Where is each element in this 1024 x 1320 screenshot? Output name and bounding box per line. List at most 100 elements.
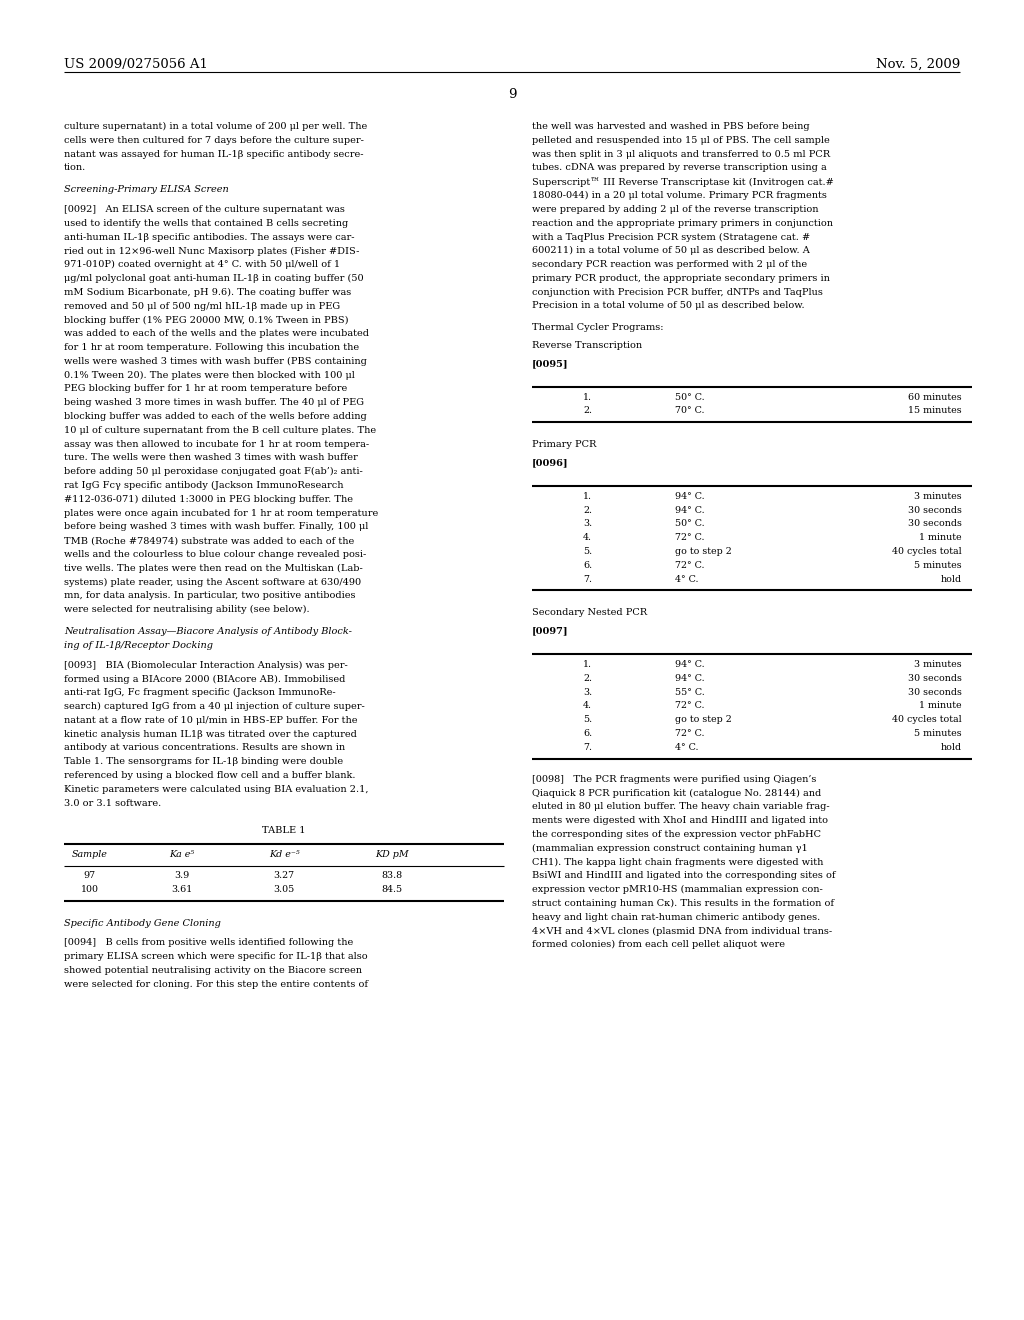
- Text: 6.: 6.: [584, 729, 592, 738]
- Text: 9: 9: [508, 88, 516, 102]
- Text: 3 minutes: 3 minutes: [914, 660, 963, 669]
- Text: tion.: tion.: [63, 164, 86, 173]
- Text: 3.: 3.: [584, 519, 592, 528]
- Text: [0094]   B cells from positive wells identified following the: [0094] B cells from positive wells ident…: [63, 939, 353, 948]
- Text: 4.: 4.: [584, 533, 592, 543]
- Text: 18080-044) in a 20 μl total volume. Primary PCR fragments: 18080-044) in a 20 μl total volume. Prim…: [532, 191, 826, 201]
- Text: 4.: 4.: [584, 701, 592, 710]
- Text: go to step 2: go to step 2: [676, 546, 732, 556]
- Text: assay was then allowed to incubate for 1 hr at room tempera-: assay was then allowed to incubate for 1…: [63, 440, 369, 449]
- Text: 5 minutes: 5 minutes: [914, 729, 963, 738]
- Text: #112-036-071) diluted 1:3000 in PEG blocking buffer. The: #112-036-071) diluted 1:3000 in PEG bloc…: [63, 495, 353, 504]
- Text: 3.05: 3.05: [273, 884, 295, 894]
- Text: before adding 50 μl peroxidase conjugated goat F(ab’)₂ anti-: before adding 50 μl peroxidase conjugate…: [63, 467, 362, 477]
- Text: reaction and the appropriate primary primers in conjunction: reaction and the appropriate primary pri…: [532, 219, 833, 227]
- Text: Kinetic parameters were calculated using BIA evaluation 2.1,: Kinetic parameters were calculated using…: [63, 785, 369, 793]
- Text: hold: hold: [941, 574, 963, 583]
- Text: 10 μl of culture supernatant from the B cell culture plates. The: 10 μl of culture supernatant from the B …: [63, 426, 376, 434]
- Text: 7.: 7.: [584, 574, 592, 583]
- Text: pelleted and resuspended into 15 μl of PBS. The cell sample: pelleted and resuspended into 15 μl of P…: [532, 136, 829, 145]
- Text: being washed 3 more times in wash buffer. The 40 μl of PEG: being washed 3 more times in wash buffer…: [63, 399, 364, 407]
- Text: blocking buffer was added to each of the wells before adding: blocking buffer was added to each of the…: [63, 412, 367, 421]
- Text: (mammalian expression construct containing human γ1: (mammalian expression construct containi…: [532, 843, 808, 853]
- Text: 3.61: 3.61: [171, 884, 193, 894]
- Text: Ka e⁵: Ka e⁵: [169, 850, 195, 859]
- Text: 83.8: 83.8: [381, 871, 402, 880]
- Text: 15 minutes: 15 minutes: [908, 407, 963, 416]
- Text: 3.0 or 3.1 software.: 3.0 or 3.1 software.: [63, 799, 161, 808]
- Text: Qiaquick 8 PCR purification kit (catalogue No. 28144) and: Qiaquick 8 PCR purification kit (catalog…: [532, 788, 821, 797]
- Text: were selected for cloning. For this step the entire contents of: were selected for cloning. For this step…: [63, 979, 368, 989]
- Text: with a TaqPlus Precision PCR system (Stratagene cat. #: with a TaqPlus Precision PCR system (Str…: [532, 232, 810, 242]
- Text: natant at a flow rate of 10 μl/min in HBS-EP buffer. For the: natant at a flow rate of 10 μl/min in HB…: [63, 715, 357, 725]
- Text: mn, for data analysis. In particular, two positive antibodies: mn, for data analysis. In particular, tw…: [63, 591, 355, 601]
- Text: conjunction with Precision PCR buffer, dNTPs and TaqPlus: conjunction with Precision PCR buffer, d…: [532, 288, 823, 297]
- Text: struct containing human Cκ). This results in the formation of: struct containing human Cκ). This result…: [532, 899, 834, 908]
- Text: 70° C.: 70° C.: [676, 407, 705, 416]
- Text: antibody at various concentrations. Results are shown in: antibody at various concentrations. Resu…: [63, 743, 345, 752]
- Text: TMB (Roche #784974) substrate was added to each of the: TMB (Roche #784974) substrate was added …: [63, 536, 354, 545]
- Text: Thermal Cycler Programs:: Thermal Cycler Programs:: [532, 323, 664, 333]
- Text: 3 minutes: 3 minutes: [914, 492, 963, 500]
- Text: before being washed 3 times with wash buffer. Finally, 100 μl: before being washed 3 times with wash bu…: [63, 523, 369, 532]
- Text: Neutralisation Assay—Biacore Analysis of Antibody Block-: Neutralisation Assay—Biacore Analysis of…: [63, 627, 352, 636]
- Text: 72° C.: 72° C.: [676, 561, 705, 570]
- Text: 55° C.: 55° C.: [676, 688, 706, 697]
- Text: heavy and light chain rat-human chimeric antibody genes.: heavy and light chain rat-human chimeric…: [532, 912, 820, 921]
- Text: Precision in a total volume of 50 μl as described below.: Precision in a total volume of 50 μl as …: [532, 301, 805, 310]
- Text: the well was harvested and washed in PBS before being: the well was harvested and washed in PBS…: [532, 121, 810, 131]
- Text: were prepared by adding 2 μl of the reverse transcription: were prepared by adding 2 μl of the reve…: [532, 205, 818, 214]
- Text: 600211) in a total volume of 50 μl as described below. A: 600211) in a total volume of 50 μl as de…: [532, 247, 810, 255]
- Text: referenced by using a blocked flow cell and a buffer blank.: referenced by using a blocked flow cell …: [63, 771, 355, 780]
- Text: Sample: Sample: [72, 850, 108, 859]
- Text: Nov. 5, 2009: Nov. 5, 2009: [876, 58, 961, 71]
- Text: blocking buffer (1% PEG 20000 MW, 0.1% Tween in PBS): blocking buffer (1% PEG 20000 MW, 0.1% T…: [63, 315, 348, 325]
- Text: primary PCR product, the appropriate secondary primers in: primary PCR product, the appropriate sec…: [532, 273, 829, 282]
- Text: 60 minutes: 60 minutes: [908, 392, 963, 401]
- Text: BsiWI and HindIII and ligated into the corresponding sites of: BsiWI and HindIII and ligated into the c…: [532, 871, 836, 880]
- Text: [0095]: [0095]: [532, 359, 568, 368]
- Text: kinetic analysis human IL1β was titrated over the captured: kinetic analysis human IL1β was titrated…: [63, 730, 357, 739]
- Text: 1.: 1.: [584, 392, 592, 401]
- Text: ried out in 12×96-well Nunc Maxisorp plates (Fisher #DIS-: ried out in 12×96-well Nunc Maxisorp pla…: [63, 247, 359, 256]
- Text: 4×VH and 4×VL clones (plasmid DNA from individual trans-: 4×VH and 4×VL clones (plasmid DNA from i…: [532, 927, 833, 936]
- Text: 40 cycles total: 40 cycles total: [892, 715, 963, 725]
- Text: 100: 100: [81, 884, 98, 894]
- Text: systems) plate reader, using the Ascent software at 630/490: systems) plate reader, using the Ascent …: [63, 578, 361, 586]
- Text: 2.: 2.: [584, 506, 592, 515]
- Text: Screening-Primary ELISA Screen: Screening-Primary ELISA Screen: [63, 185, 228, 194]
- Text: 72° C.: 72° C.: [676, 729, 705, 738]
- Text: primary ELISA screen which were specific for IL-1β that also: primary ELISA screen which were specific…: [63, 952, 368, 961]
- Text: mM Sodium Bicarbonate, pH 9.6). The coating buffer was: mM Sodium Bicarbonate, pH 9.6). The coat…: [63, 288, 351, 297]
- Text: 6.: 6.: [584, 561, 592, 570]
- Text: [0092]   An ELISA screen of the culture supernatant was: [0092] An ELISA screen of the culture su…: [63, 205, 345, 214]
- Text: 2.: 2.: [584, 407, 592, 416]
- Text: 94° C.: 94° C.: [676, 660, 705, 669]
- Text: CH1). The kappa light chain fragments were digested with: CH1). The kappa light chain fragments we…: [532, 858, 823, 866]
- Text: wells and the colourless to blue colour change revealed posi-: wells and the colourless to blue colour …: [63, 550, 367, 558]
- Text: rat IgG Fcγ specific antibody (Jackson ImmunoResearch: rat IgG Fcγ specific antibody (Jackson I…: [63, 480, 343, 490]
- Text: for 1 hr at room temperature. Following this incubation the: for 1 hr at room temperature. Following …: [63, 343, 359, 352]
- Text: [0098]   The PCR fragments were purified using Qiagen’s: [0098] The PCR fragments were purified u…: [532, 775, 816, 784]
- Text: used to identify the wells that contained B cells secreting: used to identify the wells that containe…: [63, 219, 348, 228]
- Text: 4° C.: 4° C.: [676, 743, 698, 752]
- Text: Superscript™ III Reverse Transcriptase kit (Invitrogen cat.#: Superscript™ III Reverse Transcriptase k…: [532, 177, 834, 186]
- Text: formed colonies) from each cell pellet aliquot were: formed colonies) from each cell pellet a…: [532, 940, 785, 949]
- Text: hold: hold: [941, 743, 963, 752]
- Text: 5.: 5.: [584, 546, 592, 556]
- Text: Primary PCR: Primary PCR: [532, 440, 596, 449]
- Text: 3.27: 3.27: [273, 871, 295, 880]
- Text: the corresponding sites of the expression vector phFabHC: the corresponding sites of the expressio…: [532, 830, 821, 838]
- Text: 72° C.: 72° C.: [676, 701, 705, 710]
- Text: expression vector pMR10-HS (mammalian expression con-: expression vector pMR10-HS (mammalian ex…: [532, 884, 822, 894]
- Text: secondary PCR reaction was performed with 2 μl of the: secondary PCR reaction was performed wit…: [532, 260, 807, 269]
- Text: 3.: 3.: [584, 688, 592, 697]
- Text: PEG blocking buffer for 1 hr at room temperature before: PEG blocking buffer for 1 hr at room tem…: [63, 384, 347, 393]
- Text: was then split in 3 μl aliquots and transferred to 0.5 ml PCR: was then split in 3 μl aliquots and tran…: [532, 149, 830, 158]
- Text: tive wells. The plates were then read on the Multiskan (Lab-: tive wells. The plates were then read on…: [63, 564, 362, 573]
- Text: ing of IL-1β/Receptor Docking: ing of IL-1β/Receptor Docking: [63, 640, 213, 649]
- Text: culture supernatant) in a total volume of 200 μl per well. The: culture supernatant) in a total volume o…: [63, 121, 368, 131]
- Text: 30 seconds: 30 seconds: [908, 688, 963, 697]
- Text: 1.: 1.: [584, 660, 592, 669]
- Text: ments were digested with XhoI and HindIII and ligated into: ments were digested with XhoI and HindII…: [532, 816, 828, 825]
